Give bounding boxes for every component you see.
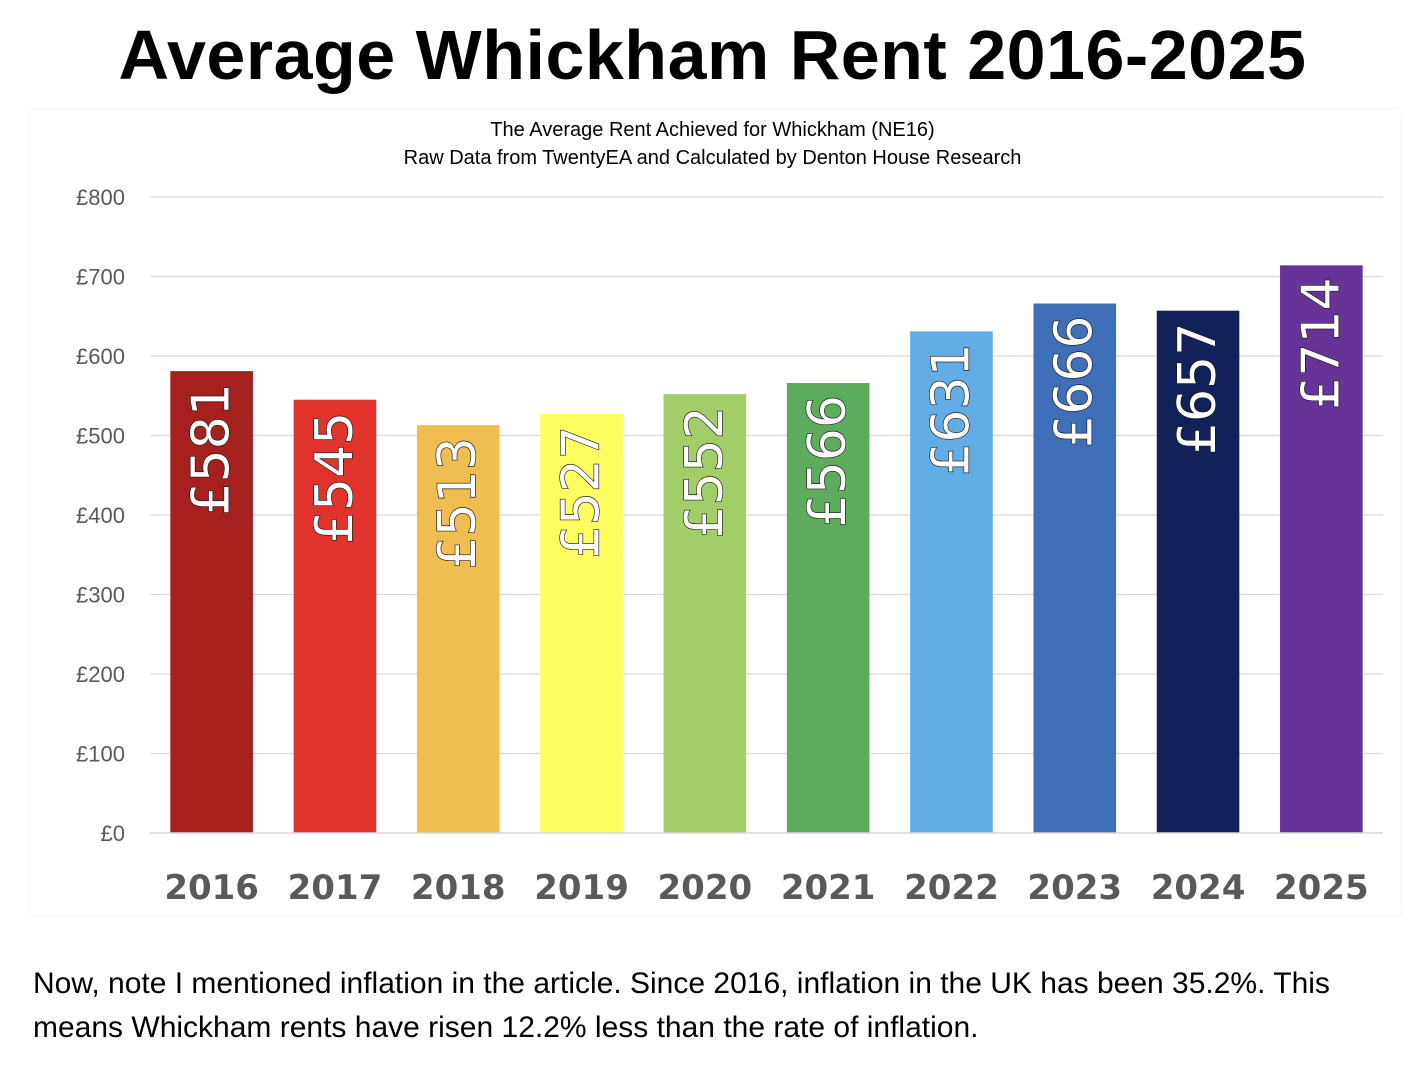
y-tick-label: £300 xyxy=(76,583,125,608)
chart-subtitle-line-1: The Average Rent Achieved for Whickham (… xyxy=(490,119,935,141)
y-tick-label: £100 xyxy=(76,742,125,767)
data-label-2023: £666 xyxy=(1045,316,1105,448)
data-label-2019: £527 xyxy=(552,426,612,558)
bar-2021 xyxy=(786,383,870,833)
data-labels: £581 £545 £513 £527 £552 £566 £631 £666 £657 £714 xyxy=(181,277,1352,570)
bars xyxy=(150,265,1383,834)
x-tick-label-2022: 2022 xyxy=(904,868,999,908)
x-tick-label-2024: 2024 xyxy=(1151,868,1246,908)
data-label-2020: £552 xyxy=(675,406,735,538)
x-tick-label-2016: 2016 xyxy=(164,868,259,908)
x-tick-label-2018: 2018 xyxy=(411,868,506,908)
bar-2018 xyxy=(416,425,500,833)
y-tick-label: £800 xyxy=(76,185,125,210)
chart-title: Average Whickham Rent 2016-2025 xyxy=(118,16,1307,94)
bar-2017 xyxy=(293,399,377,833)
x-tick-label-2017: 2017 xyxy=(288,868,383,908)
y-tick-label: £500 xyxy=(76,424,125,449)
bar-2023 xyxy=(1033,303,1117,833)
y-tick-label: £400 xyxy=(76,503,125,528)
data-label-2021: £566 xyxy=(798,395,858,527)
y-axis-ticks: £0 £100 £200 £300 £400 £500 £600 £700 £800 xyxy=(76,185,125,846)
bar-2016 xyxy=(170,371,253,833)
x-axis-ticks: 2016 2017 2018 2019 2020 2021 2022 2023 2024 2025 xyxy=(164,868,1368,908)
y-tick-label: £600 xyxy=(76,344,125,369)
y-tick-label: £200 xyxy=(76,662,125,687)
bar-2024 xyxy=(1156,310,1240,833)
x-tick-label-2025: 2025 xyxy=(1274,868,1369,908)
chart-subtitle-line-2: Raw Data from TwentyEA and Calculated by… xyxy=(403,147,1022,169)
x-tick-label-2021: 2021 xyxy=(781,868,876,908)
data-label-2022: £631 xyxy=(921,343,981,475)
x-tick-label-2019: 2019 xyxy=(534,868,629,908)
bar-2019 xyxy=(540,414,623,833)
x-tick-label-2023: 2023 xyxy=(1027,868,1122,908)
bar-chart: £0£100£200£300£400£500£600£700£800 £581 £… xyxy=(76,185,1383,908)
data-label-2024: £657 xyxy=(1168,323,1228,455)
bar-2020 xyxy=(663,394,747,833)
data-label-2017: £545 xyxy=(305,412,365,544)
bar-2022 xyxy=(910,331,993,833)
data-label-2016: £581 xyxy=(182,383,242,515)
bar-2025 xyxy=(1280,265,1363,833)
data-label-2018: £513 xyxy=(428,437,488,569)
inflation-note: Now, note I mentioned inflation in the a… xyxy=(33,967,1330,1044)
data-label-2025: £714 xyxy=(1291,277,1351,409)
y-tick-label: £0 xyxy=(101,821,125,846)
y-tick-label: £700 xyxy=(76,265,125,290)
x-tick-label-2020: 2020 xyxy=(658,868,753,908)
